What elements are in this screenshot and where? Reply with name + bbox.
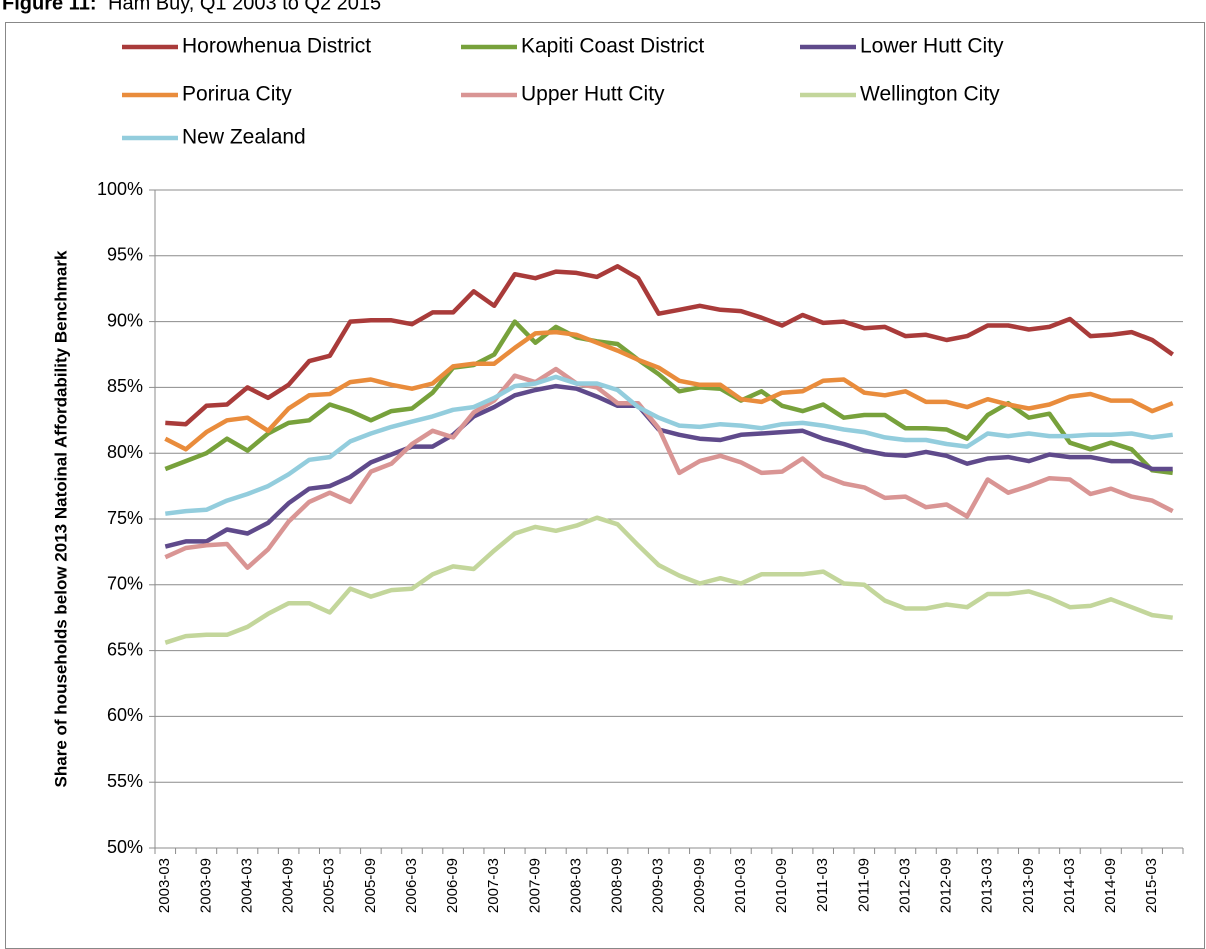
legend-label: Porirua City	[182, 83, 292, 106]
x-tick-label: 2009-03	[650, 858, 667, 913]
y-tick-label: 70%	[107, 574, 143, 594]
x-tick-label: 2014-03	[1061, 858, 1078, 913]
y-tick-label: 55%	[107, 771, 143, 791]
y-tick-label: 75%	[107, 508, 143, 528]
x-tick-label: 2004-03	[238, 858, 255, 913]
chart-frame	[5, 22, 1205, 949]
x-tick-label: 2008-09	[609, 858, 626, 913]
series-line	[164, 383, 1173, 549]
y-tick-label: 95%	[107, 245, 143, 265]
x-tick-label: 2012-09	[938, 858, 955, 913]
series-line	[164, 329, 1174, 452]
series-line	[165, 374, 1173, 516]
legend-label: New Zealand	[182, 126, 306, 149]
x-tick-label: 2014-09	[1102, 858, 1119, 913]
series-line	[165, 264, 1174, 427]
legend-label: Upper Hutt City	[521, 83, 665, 106]
x-tick-label: 2004-09	[280, 858, 297, 913]
y-tick-label: 50%	[107, 837, 143, 857]
x-tick-label: 2013-03	[979, 858, 996, 913]
x-tick-label: 2010-03	[732, 858, 749, 913]
chart-title: Ham Buy, Q1 2003 to Q2 2015	[108, 0, 381, 14]
x-tick-label: 2007-09	[526, 858, 543, 913]
x-tick-label: 2005-09	[362, 858, 379, 913]
x-tick-label: 2003-03	[156, 858, 173, 913]
x-tick-label: 2011-03	[814, 858, 831, 912]
series-line	[164, 366, 1174, 570]
y-tick-label: 80%	[107, 442, 143, 462]
figure-label: Figure 11:	[2, 0, 96, 14]
y-tick-label: 85%	[107, 376, 143, 396]
x-tick-label: 2010-09	[773, 858, 790, 913]
y-tick-label: 65%	[107, 639, 143, 659]
legend-label: Kapiti Coast District	[521, 35, 704, 58]
x-tick-label: 2003-09	[197, 858, 214, 913]
x-tick-label: 2009-09	[691, 858, 708, 913]
y-tick-label: 90%	[107, 310, 143, 330]
legend-label: Lower Hutt City	[860, 35, 1004, 58]
legend-label: Horowhenua District	[182, 35, 371, 58]
x-tick-label: 2008-03	[567, 858, 584, 913]
legend-label: Wellington City	[860, 83, 1000, 106]
y-axis-label: Share of households below 2013 Natoinal …	[51, 250, 70, 787]
x-tick-label: 2005-03	[321, 858, 338, 913]
x-tick-label: 2007-03	[485, 858, 502, 913]
series-line	[164, 515, 1173, 645]
y-tick-label: 100%	[97, 179, 143, 199]
x-tick-label: 2015-03	[1143, 858, 1160, 913]
x-tick-label: 2013-09	[1020, 858, 1037, 913]
x-tick-label: 2006-09	[444, 858, 461, 913]
x-tick-label: 2011-09	[855, 858, 872, 912]
x-tick-label: 2006-03	[403, 858, 420, 913]
x-tick-label: 2012-03	[896, 858, 913, 913]
y-tick-label: 60%	[107, 705, 143, 725]
